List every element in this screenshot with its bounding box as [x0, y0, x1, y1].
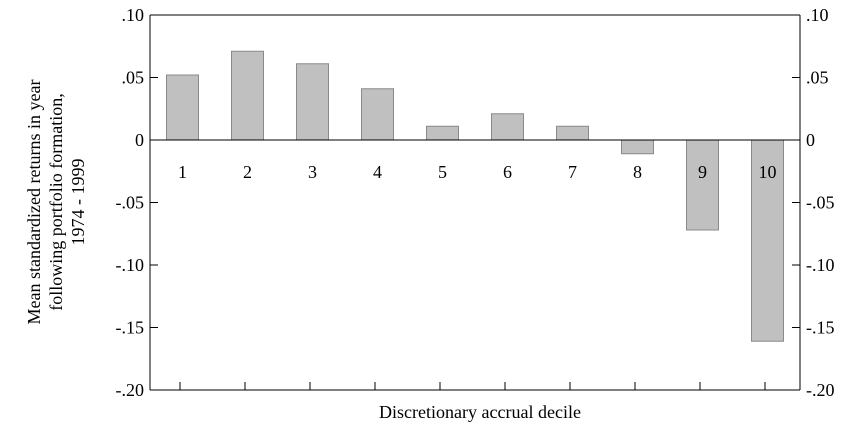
y-tick-label-left-3: -.05 — [116, 193, 145, 213]
y-axis-title-line-2: following portfolio formation, — [46, 93, 66, 310]
category-label-3: 3 — [308, 162, 317, 182]
category-label-6: 6 — [503, 162, 512, 182]
y-tick-label-right-2: 0 — [806, 130, 815, 150]
y-tick-label-left-1: .05 — [122, 68, 145, 88]
y-axis-left: .10 .05 0 -.05 -.10 -.15 -.20 — [116, 5, 158, 400]
y-tick-label-left-2: 0 — [135, 130, 144, 150]
category-label-9: 9 — [698, 162, 707, 182]
y-tick-label-right-5: -.15 — [806, 318, 835, 338]
bar-7 — [556, 125, 589, 141]
y-tick-label-left-6: -.20 — [116, 380, 145, 400]
bar-8 — [621, 139, 654, 155]
y-axis-title-line-1: Mean standardized returns in year — [24, 80, 44, 325]
y-tick-label-right-0: .10 — [806, 5, 829, 25]
category-label-1: 1 — [178, 162, 187, 182]
y-tick-label-left-4: -.10 — [116, 255, 145, 275]
category-label-4: 4 — [373, 162, 382, 182]
bar-2 — [231, 50, 264, 141]
y-axis-title: Mean standardized returns in year follow… — [24, 80, 88, 325]
bar-5 — [426, 125, 459, 141]
bar-3 — [296, 63, 329, 141]
category-label-8: 8 — [633, 162, 642, 182]
y-axis-right: .10 .05 0 -.05 -.10 -.15 -.20 — [792, 5, 835, 400]
bars-group — [166, 50, 784, 342]
y-axis-title-line-3: 1974 - 1999 — [68, 159, 88, 246]
y-tick-label-left-0: .10 — [122, 5, 145, 25]
bar-10 — [751, 139, 784, 342]
bar-6 — [491, 113, 524, 141]
x-axis-title: Discretionary accrual decile — [379, 402, 581, 422]
bar-4 — [361, 88, 394, 141]
y-tick-label-right-6: -.20 — [806, 380, 835, 400]
category-labels: 1 2 3 4 5 6 7 8 9 10 — [178, 162, 777, 182]
bar-9 — [686, 139, 719, 231]
y-tick-label-right-1: .05 — [806, 68, 829, 88]
y-tick-label-right-4: -.10 — [806, 255, 835, 275]
category-label-2: 2 — [243, 162, 252, 182]
y-tick-label-left-5: -.15 — [116, 318, 145, 338]
category-label-5: 5 — [438, 162, 447, 182]
category-label-7: 7 — [568, 162, 577, 182]
y-tick-label-right-3: -.05 — [806, 193, 835, 213]
bar-1 — [166, 74, 199, 141]
category-label-10: 10 — [759, 162, 777, 182]
